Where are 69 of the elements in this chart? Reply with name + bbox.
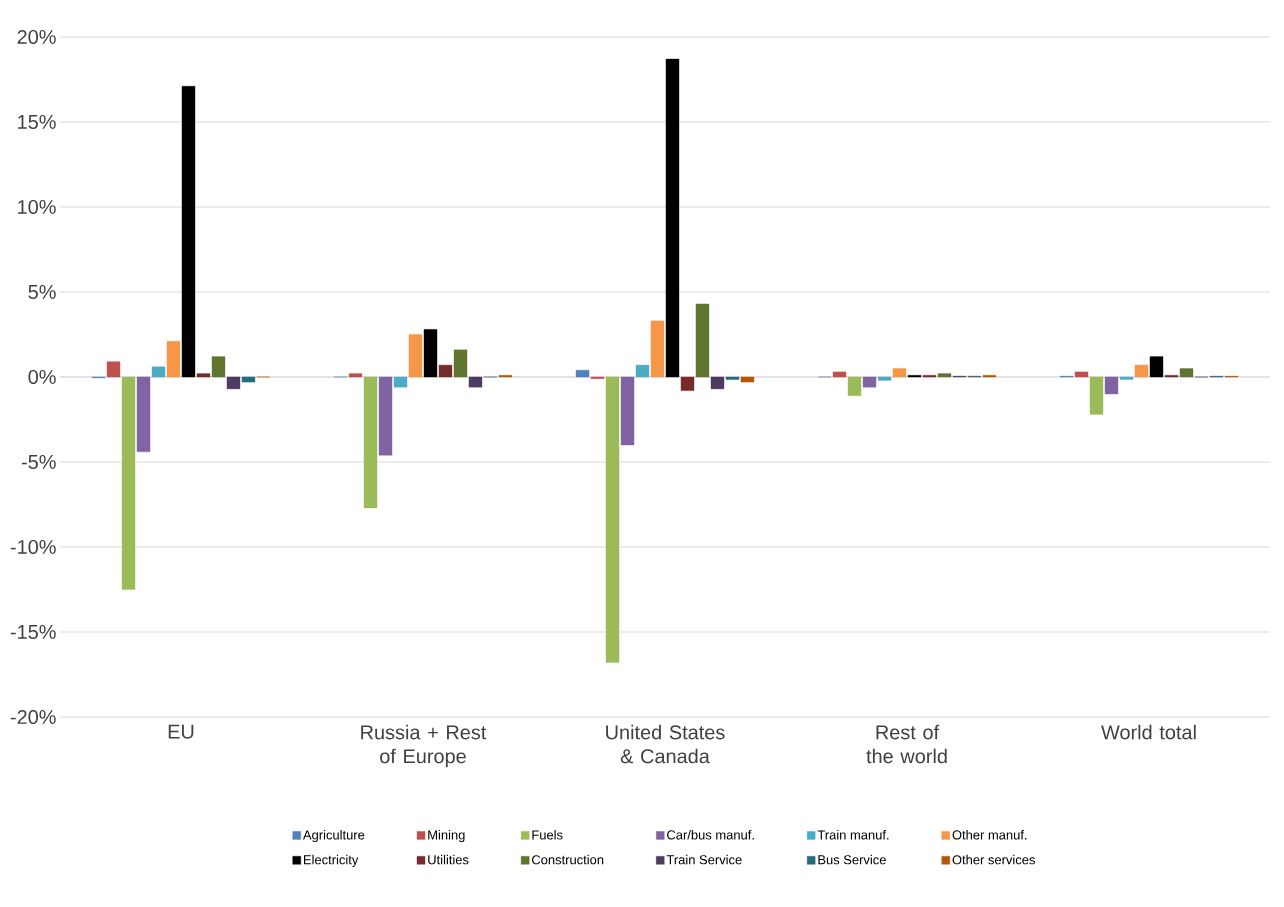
legend-label: Utilities bbox=[428, 854, 469, 865]
y-tick-label: -15% bbox=[10, 624, 56, 639]
bar bbox=[892, 368, 907, 378]
bar bbox=[241, 376, 256, 383]
bar bbox=[862, 376, 877, 388]
bar bbox=[438, 364, 453, 378]
bar bbox=[181, 86, 196, 378]
y-tick-label: -10% bbox=[10, 539, 56, 555]
y-tick-label: 15% bbox=[18, 114, 56, 129]
legend-label: Mining bbox=[428, 829, 465, 843]
bar bbox=[136, 376, 151, 452]
x-tick-label: EU bbox=[168, 724, 194, 739]
bar bbox=[635, 364, 650, 378]
y-tick-label: 20% bbox=[17, 29, 56, 45]
bar bbox=[1179, 368, 1194, 378]
bar bbox=[453, 349, 468, 378]
legend-label: Fuels bbox=[532, 829, 563, 840]
bar bbox=[226, 376, 241, 390]
bar bbox=[378, 376, 393, 456]
bar bbox=[1074, 371, 1089, 378]
bar bbox=[106, 361, 121, 378]
bar bbox=[620, 376, 635, 446]
y-tick-label: -5% bbox=[21, 454, 56, 469]
bar bbox=[408, 334, 423, 378]
bar bbox=[695, 303, 710, 378]
bar bbox=[680, 376, 695, 391]
bar bbox=[725, 376, 740, 380]
bar bbox=[710, 376, 725, 390]
bar bbox=[196, 373, 211, 378]
x-tick-label: Rest of the world bbox=[866, 724, 947, 764]
legend-label: Bus Service bbox=[818, 854, 886, 865]
bar bbox=[1134, 364, 1149, 378]
bar bbox=[211, 356, 226, 378]
y-tick-label: 5% bbox=[28, 284, 56, 299]
legend-label: Other services bbox=[952, 854, 1035, 865]
legend-label: Car/bus manuf. bbox=[667, 829, 754, 840]
x-tick-label: United States & Canada bbox=[606, 724, 725, 764]
bar bbox=[665, 58, 680, 378]
y-tick-label: 0% bbox=[28, 369, 56, 385]
legend-label: Other manuf. bbox=[952, 829, 1027, 840]
bar bbox=[1149, 356, 1164, 378]
legend-label: Electricity bbox=[304, 854, 359, 867]
bar bbox=[121, 376, 136, 590]
bar bbox=[877, 376, 892, 381]
bar bbox=[847, 376, 862, 396]
legend-label: Construction bbox=[532, 854, 604, 865]
bar bbox=[605, 376, 620, 663]
bar bbox=[393, 376, 408, 388]
bar bbox=[1089, 376, 1104, 415]
bar bbox=[832, 371, 847, 378]
bar bbox=[1104, 376, 1119, 395]
y-tick-label: 10% bbox=[18, 199, 56, 215]
bar bbox=[423, 329, 438, 378]
bar bbox=[348, 373, 363, 378]
legend-label: Agriculture bbox=[302, 829, 365, 843]
bar bbox=[575, 370, 590, 378]
legend-label: Train manuf. bbox=[817, 829, 889, 840]
bar bbox=[166, 341, 181, 378]
bar bbox=[363, 376, 378, 509]
bar bbox=[937, 373, 952, 378]
bar bbox=[151, 366, 166, 378]
bar bbox=[650, 320, 665, 378]
bar bbox=[468, 376, 483, 388]
legend-label: Train Service bbox=[666, 854, 742, 865]
bar bbox=[740, 376, 755, 383]
x-tick-label: Russia + Rest of Europe bbox=[361, 724, 487, 768]
bar bbox=[1119, 376, 1134, 380]
y-tick-label: -20% bbox=[10, 709, 56, 725]
x-tick-label: World total bbox=[1101, 724, 1196, 740]
